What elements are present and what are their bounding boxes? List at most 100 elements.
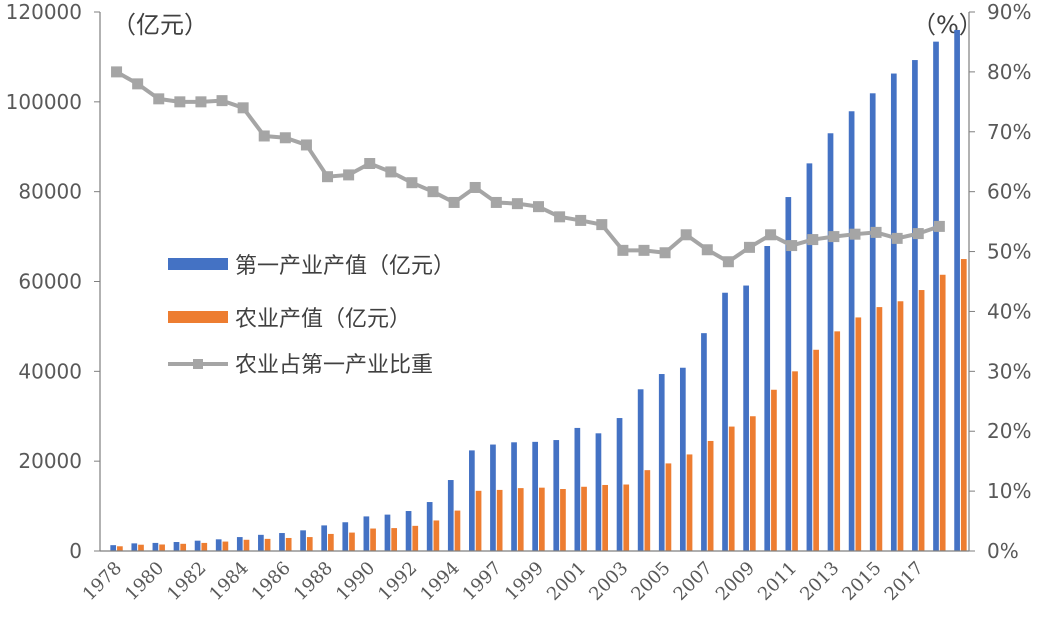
x-axis-tick-label: 2017 xyxy=(881,558,928,605)
x-axis-tick-label: 1992 xyxy=(374,558,421,605)
bar-agriculture xyxy=(117,546,123,551)
share-point xyxy=(132,78,144,90)
share-point xyxy=(216,95,228,107)
left-axis-tick-label: 60000 xyxy=(18,270,82,294)
x-axis-tick-label: 2005 xyxy=(627,558,674,605)
axes xyxy=(99,12,970,552)
x-axis-tick-label: 2007 xyxy=(670,558,717,605)
bar-primary-industry xyxy=(490,444,496,551)
share-point xyxy=(111,66,123,78)
share-point xyxy=(279,132,291,144)
share-point xyxy=(406,177,418,189)
bar-primary-industry xyxy=(152,542,159,551)
legend-label-primary-industry: 第一产业产值（亿元） xyxy=(235,254,455,279)
bar-agriculture xyxy=(876,307,883,551)
share-point xyxy=(448,196,460,208)
line-series xyxy=(111,66,945,268)
bar-primary-industry xyxy=(236,537,243,551)
bar-primary-industry xyxy=(110,545,117,551)
share-point xyxy=(743,241,755,253)
share-point xyxy=(912,228,924,240)
share-point xyxy=(617,244,629,256)
bar-agriculture xyxy=(749,416,756,551)
share-point xyxy=(659,247,671,259)
right-axis-tick-label: 90% xyxy=(987,0,1031,24)
bar-agriculture xyxy=(201,542,208,551)
left-axis-ticks: 0 20000 40000 60000 80000 100000 120000 xyxy=(6,0,100,563)
bar-primary-industry xyxy=(511,442,517,551)
share-point xyxy=(680,229,692,241)
right-axis-tick-label: 20% xyxy=(987,419,1031,443)
bar-series xyxy=(110,29,967,552)
share-point xyxy=(322,171,334,183)
right-axis-tick-label: 80% xyxy=(987,60,1031,84)
right-axis-tick-label: 60% xyxy=(987,180,1031,204)
bar-primary-industry xyxy=(405,511,412,551)
right-axis-tick-label: 30% xyxy=(987,359,1031,383)
legend-item-agriculture: 农业产值（亿元） xyxy=(168,307,411,332)
bar-primary-industry xyxy=(954,29,960,551)
bar-primary-industry xyxy=(426,502,433,551)
x-axis-tick-label: 2009 xyxy=(712,558,759,605)
x-axis-tick-label: 2001 xyxy=(543,558,590,605)
right-axis-tick-label: 40% xyxy=(987,299,1031,323)
legend: 第一产业产值（亿元） 农业产值（亿元） 农业占第一产业比重 xyxy=(168,254,455,378)
share-point xyxy=(849,228,861,240)
bar-agriculture xyxy=(834,331,841,551)
bar-primary-industry xyxy=(616,418,623,551)
x-axis-tick-label: 2013 xyxy=(796,558,843,605)
bar-primary-industry xyxy=(637,389,644,551)
bar-agriculture xyxy=(433,520,440,551)
left-axis-tick-label: 80000 xyxy=(18,180,82,204)
share-point xyxy=(575,214,587,226)
bar-agriculture xyxy=(897,301,904,551)
x-axis-tick-label: 1997 xyxy=(459,558,506,605)
bar-primary-industry xyxy=(933,41,939,552)
bar-agriculture xyxy=(813,349,819,551)
bar-primary-industry xyxy=(701,333,707,551)
bar-agriculture xyxy=(454,510,461,551)
bar-primary-industry xyxy=(131,543,138,551)
right-axis-ticks: 0% 10% 20% 30% 40% 50% 60% 70% 80% 90% xyxy=(969,0,1031,563)
share-point xyxy=(891,232,903,244)
bar-primary-industry xyxy=(679,367,686,551)
x-axis-tick-label: 1986 xyxy=(248,558,295,605)
bar-agriculture xyxy=(539,487,545,551)
bar-primary-industry xyxy=(869,93,876,551)
bar-primary-industry xyxy=(279,533,285,551)
bar-primary-industry xyxy=(806,163,813,551)
legend-swatch-primary-industry xyxy=(168,258,228,270)
right-axis-tick-label: 0% xyxy=(987,539,1019,563)
bar-primary-industry xyxy=(848,111,855,551)
x-axis-tick-label: 2011 xyxy=(754,558,801,605)
legend-item-share: 农业占第一产业比重 xyxy=(168,353,433,378)
legend-label-share: 农业占第一产业比重 xyxy=(235,353,433,378)
bar-agriculture xyxy=(349,532,355,551)
share-point xyxy=(870,226,882,238)
bar-primary-industry xyxy=(215,539,222,551)
share-point xyxy=(427,186,439,198)
bar-primary-industry xyxy=(785,197,792,551)
share-point xyxy=(786,240,798,252)
share-point xyxy=(343,169,355,181)
left-axis-tick-label: 20000 xyxy=(18,449,82,473)
x-axis-tick-label: 2015 xyxy=(838,558,885,605)
bar-agriculture xyxy=(686,454,693,551)
share-line xyxy=(115,70,940,264)
bar-agriculture xyxy=(602,484,608,551)
share-point xyxy=(385,166,397,178)
x-axis-tick-label: 1980 xyxy=(121,558,168,605)
share-point xyxy=(533,201,544,213)
share-point xyxy=(807,234,819,246)
bar-agriculture xyxy=(222,541,229,551)
bar-agriculture xyxy=(328,533,334,551)
left-axis-tick-label: 100000 xyxy=(6,90,82,114)
share-point xyxy=(765,229,777,241)
right-axis-unit-label: （%） xyxy=(912,11,983,39)
share-point xyxy=(828,231,840,243)
bar-primary-industry xyxy=(300,530,306,551)
share-point xyxy=(722,256,734,268)
bar-agriculture xyxy=(665,463,672,551)
bar-agriculture xyxy=(623,484,630,551)
bar-agriculture xyxy=(939,274,946,551)
